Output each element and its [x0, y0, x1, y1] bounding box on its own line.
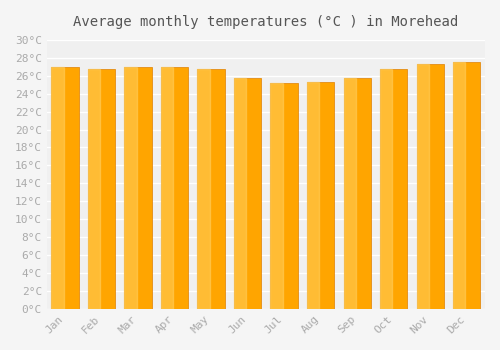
Bar: [161, 67, 188, 309]
Bar: [234, 78, 262, 309]
Bar: [161, 67, 173, 309]
Bar: [307, 82, 334, 309]
Bar: [124, 67, 137, 309]
Bar: [380, 69, 407, 309]
Bar: [416, 64, 429, 309]
Bar: [453, 62, 466, 309]
Bar: [88, 69, 116, 309]
Bar: [453, 62, 480, 309]
Bar: [416, 64, 444, 309]
Bar: [198, 69, 225, 309]
Bar: [52, 67, 79, 309]
Bar: [198, 69, 210, 309]
Bar: [270, 83, 283, 309]
Bar: [344, 78, 356, 309]
Bar: [234, 78, 246, 309]
Bar: [270, 83, 298, 309]
Bar: [124, 67, 152, 309]
Bar: [344, 78, 371, 309]
Bar: [307, 82, 320, 309]
Bar: [88, 69, 101, 309]
Bar: [52, 67, 64, 309]
Bar: [380, 69, 392, 309]
Title: Average monthly temperatures (°C ) in Morehead: Average monthly temperatures (°C ) in Mo…: [74, 15, 458, 29]
